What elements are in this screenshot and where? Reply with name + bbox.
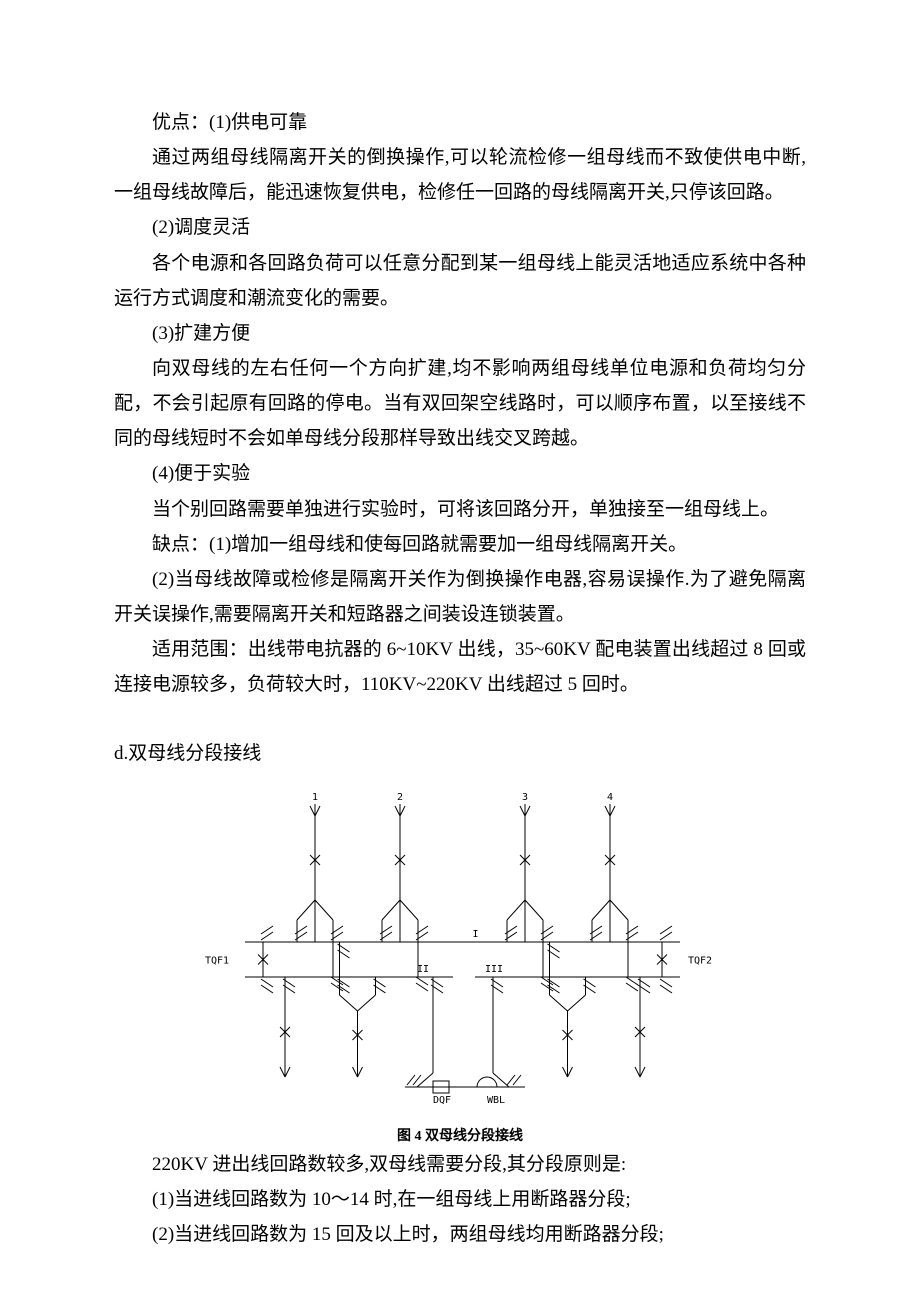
advantage-1-title: 优点：(1)供电可靠 [114, 105, 806, 140]
figure-4-wrap: IIIIIITQF1TQF21234DQFWBL 图 4 双母线分段接线 [185, 782, 735, 1147]
advantage-3-body: 向双母线的左右任何一个方向扩建,均不影响两组母线单位电源和负荷均匀分配，不会引起… [114, 351, 806, 456]
svg-text:TQF1: TQF1 [205, 955, 229, 966]
disadvantage-1: 缺点：(1)增加一组母线和使每回路就需要加一组母线隔离开关。 [114, 527, 806, 562]
advantage-1-body: 通过两组母线隔离开关的倒换操作,可以轮流检修一组母线而不致使供电中断,一组母线故… [114, 140, 806, 210]
svg-text:1: 1 [312, 792, 318, 803]
svg-text:II: II [417, 964, 429, 975]
segmentation-rule-2: (2)当进线回路数为 15 回及以上时，两组母线均用断路器分段; [114, 1217, 806, 1252]
svg-text:TQF2: TQF2 [688, 955, 712, 966]
svg-text:III: III [485, 964, 503, 975]
advantage-3-title: (3)扩建方便 [114, 316, 806, 351]
svg-text:DQF: DQF [433, 1095, 451, 1106]
segmentation-intro: 220KV 进出线回路数较多,双母线需要分段,其分段原则是: [114, 1147, 806, 1182]
figure-4-diagram: IIIIIITQF1TQF21234DQFWBL [185, 782, 735, 1122]
svg-text:WBL: WBL [487, 1095, 505, 1106]
applicable-scope: 适用范围：出线带电抗器的 6~10KV 出线，35~60KV 配电装置出线超过 … [114, 632, 806, 702]
advantage-2-body: 各个电源和各回路负荷可以任意分配到某一组母线上能灵活地适应系统中各种运行方式调度… [114, 246, 806, 316]
svg-text:I: I [473, 929, 479, 940]
document-body: 优点：(1)供电可靠 通过两组母线隔离开关的倒换操作,可以轮流检修一组母线而不致… [114, 105, 806, 1252]
segmentation-rule-1: (1)当进线回路数为 10～14 时,在一组母线上用断路器分段; [114, 1182, 806, 1217]
svg-text:2: 2 [397, 792, 403, 803]
advantage-4-title: (4)便于实验 [114, 456, 806, 491]
disadvantage-2: (2)当母线故障或检修是隔离开关作为倒换操作电器,容易误操作.为了避免隔离开关误… [114, 562, 806, 632]
svg-text:3: 3 [522, 792, 528, 803]
advantage-2-title: (2)调度灵活 [114, 210, 806, 245]
advantage-4-body: 当个别回路需要单独进行实验时，可将该回路分开，单独接至一组母线上。 [114, 492, 806, 527]
svg-text:4: 4 [607, 792, 613, 803]
section-d-header: d.双母线分段接线 [114, 736, 806, 771]
figure-4-caption: 图 4 双母线分段接线 [185, 1126, 735, 1147]
